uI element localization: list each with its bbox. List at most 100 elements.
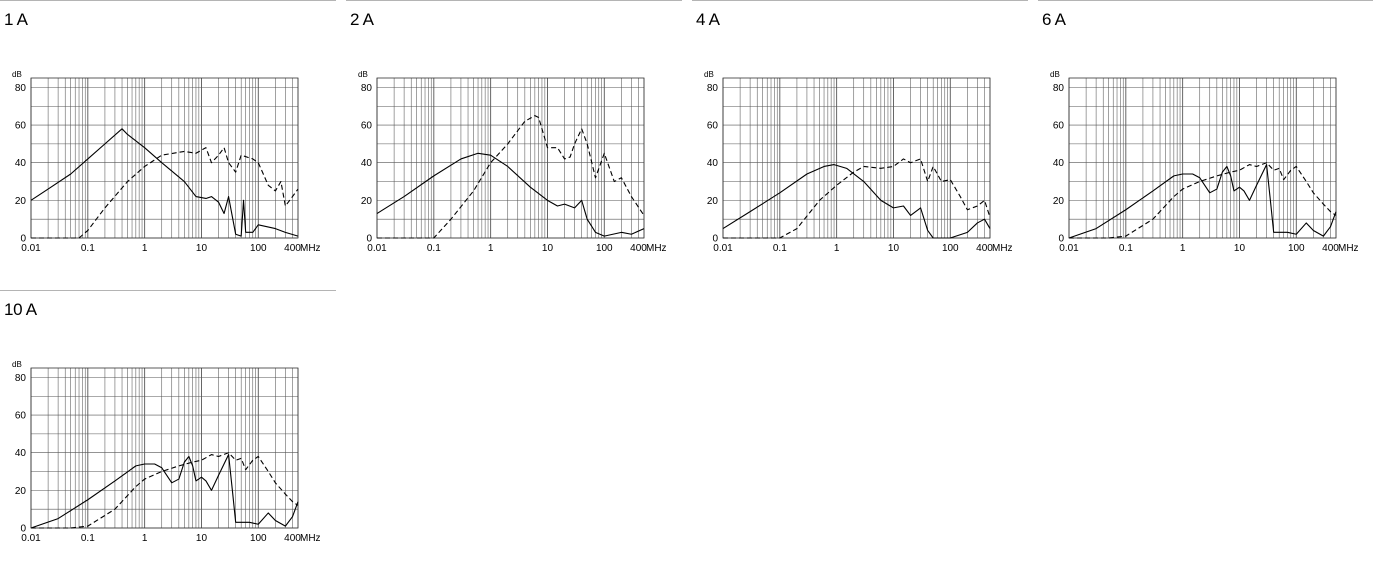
chart-title: 10 A xyxy=(4,300,37,319)
grid xyxy=(1068,78,1337,239)
x-tick-label: 400 xyxy=(1322,243,1339,254)
x-tick-label: 0.01 xyxy=(367,243,387,254)
y-tick-label: 80 xyxy=(361,83,373,94)
x-tick-label: 10 xyxy=(1234,243,1246,254)
chart-panel: 1 A 0 20 40 60 80 dB 0.01 0.1 1 10 100 400 MHz xyxy=(0,0,336,278)
x-tick-label: 10 xyxy=(196,243,208,254)
y-tick-label: 60 xyxy=(361,121,373,132)
panel-divider xyxy=(1038,0,1373,1)
panel-divider xyxy=(0,290,336,291)
grid xyxy=(376,78,645,239)
panel-divider xyxy=(0,0,336,1)
series-line-solid xyxy=(30,128,299,237)
plot-frame xyxy=(1068,77,1337,239)
x-tick-label: 400 xyxy=(630,243,647,254)
y-tick-label: 60 xyxy=(15,411,27,422)
y-tick-label: 20 xyxy=(707,196,719,207)
y-tick-label: 0 xyxy=(712,234,718,245)
y-tick-label: 0 xyxy=(366,234,372,245)
series-line-dashed xyxy=(1069,162,1337,239)
chart-panel: 4 A 0 20 40 60 80 dB 0.01 0.1 1 10 100 400 MHz xyxy=(692,0,1028,278)
chart-panel: 6 A 0 20 40 60 80 dB 0.01 0.1 1 10 100 400 MHz xyxy=(1038,0,1373,278)
y-tick-label: 40 xyxy=(707,158,719,169)
series-line-dashed xyxy=(723,158,991,239)
series-line-solid xyxy=(376,152,645,237)
panel-divider xyxy=(346,0,682,1)
grid xyxy=(30,368,299,529)
grid xyxy=(722,78,991,239)
series-line-solid xyxy=(30,454,299,529)
chart-title: 1 A xyxy=(4,10,28,29)
x-tick-label: 1 xyxy=(1180,243,1186,254)
x-tick-label: 400 xyxy=(284,243,301,254)
x-tick-label: 400 xyxy=(284,533,301,544)
plot-frame xyxy=(722,77,991,239)
x-tick-label: 0.01 xyxy=(1059,243,1079,254)
y-tick-label: 80 xyxy=(15,83,27,94)
chart-title: 6 A xyxy=(1042,10,1066,29)
plot-frame xyxy=(376,77,645,239)
y-tick-label: 0 xyxy=(1058,234,1064,245)
y-tick-label: 40 xyxy=(1053,158,1065,169)
plot-frame xyxy=(30,367,299,529)
x-axis-unit-label: MHz xyxy=(992,243,1013,254)
x-tick-label: 100 xyxy=(596,243,613,254)
y-tick-label: 40 xyxy=(15,158,27,169)
x-tick-label: 100 xyxy=(1288,243,1305,254)
series-line-dashed xyxy=(377,115,645,239)
y-tick-label: 40 xyxy=(361,158,373,169)
series-line-solid xyxy=(722,164,991,239)
y-axis-unit-label: dB xyxy=(12,360,22,369)
y-tick-label: 80 xyxy=(707,83,719,94)
chart-title: 2 A xyxy=(350,10,374,29)
x-tick-label: 100 xyxy=(250,533,267,544)
chart-svg: 0 20 40 60 80 dB 0.01 0.1 1 10 100 400 MHz xyxy=(704,70,1013,254)
chart-svg: 0 20 40 60 80 dB 0.01 0.1 1 10 100 400 MHz xyxy=(12,360,321,544)
y-tick-label: 80 xyxy=(1053,83,1065,94)
x-tick-label: 0.01 xyxy=(713,243,733,254)
series-line-solid xyxy=(1068,164,1337,239)
chart-svg: 0 20 40 60 80 dB 0.01 0.1 1 10 100 400 MHz xyxy=(358,70,667,254)
x-tick-label: 100 xyxy=(942,243,959,254)
x-tick-label: 0.1 xyxy=(427,243,441,254)
x-tick-label: 100 xyxy=(250,243,267,254)
y-axis-unit-label: dB xyxy=(1050,70,1060,79)
y-tick-label: 20 xyxy=(15,486,27,497)
x-axis-unit-label: MHz xyxy=(1338,243,1359,254)
chart-panel: 2 A 0 20 40 60 80 dB 0.01 0.1 1 10 100 400 MHz xyxy=(346,0,682,278)
x-tick-label: 0.01 xyxy=(21,243,41,254)
x-tick-label: 1 xyxy=(834,243,840,254)
x-tick-label: 10 xyxy=(196,533,208,544)
x-tick-label: 0.1 xyxy=(81,243,95,254)
grid xyxy=(30,78,299,239)
chart-panel: 10 A 0 20 40 60 80 dB 0.01 0.1 1 10 100 400 MHz xyxy=(0,290,336,568)
x-tick-label: 10 xyxy=(542,243,554,254)
x-tick-label: 1 xyxy=(488,243,494,254)
x-tick-label: 0.01 xyxy=(21,533,41,544)
y-axis-unit-label: dB xyxy=(704,70,714,79)
x-tick-label: 0.1 xyxy=(81,533,95,544)
y-tick-label: 0 xyxy=(20,234,26,245)
y-tick-label: 60 xyxy=(15,121,27,132)
y-tick-label: 20 xyxy=(15,196,27,207)
series-line-dashed xyxy=(31,452,299,529)
x-axis-unit-label: MHz xyxy=(300,533,321,544)
x-tick-label: 400 xyxy=(976,243,993,254)
y-tick-label: 40 xyxy=(15,448,27,459)
y-tick-label: 20 xyxy=(1053,196,1065,207)
y-tick-label: 20 xyxy=(361,196,373,207)
y-tick-label: 60 xyxy=(1053,121,1065,132)
chart-svg: 0 20 40 60 80 dB 0.01 0.1 1 10 100 400 MHz xyxy=(12,70,321,254)
chart-svg: 0 20 40 60 80 dB 0.01 0.1 1 10 100 400 MHz xyxy=(1050,70,1359,254)
x-tick-label: 0.1 xyxy=(1119,243,1133,254)
x-axis-unit-label: MHz xyxy=(646,243,667,254)
y-axis-unit-label: dB xyxy=(12,70,22,79)
x-tick-label: 0.1 xyxy=(773,243,787,254)
panel-divider xyxy=(692,0,1028,1)
chart-title: 4 A xyxy=(696,10,720,29)
x-axis-unit-label: MHz xyxy=(300,243,321,254)
x-tick-label: 1 xyxy=(142,533,148,544)
series-line-dashed xyxy=(31,147,299,239)
y-tick-label: 60 xyxy=(707,121,719,132)
plot-frame xyxy=(30,77,299,239)
